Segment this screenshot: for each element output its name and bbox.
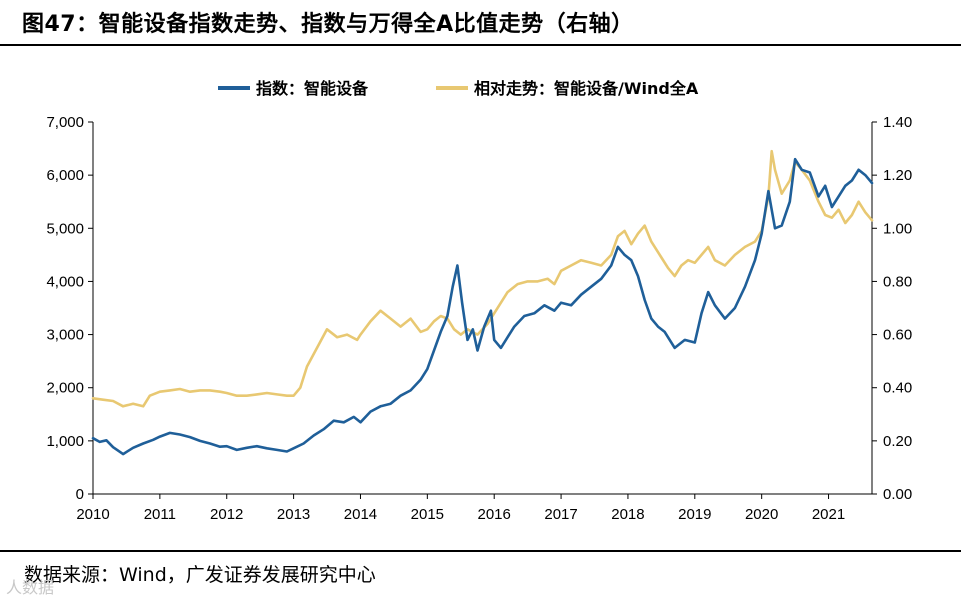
x-tick-label: 2011 [144,506,176,523]
x-tick-label: 2019 [678,506,711,523]
x-tick-label: 2012 [210,506,243,523]
chart-series [91,149,874,456]
chart-svg: 指数：智能设备 相对走势：智能设备/Wind全A 0 1,000 2,000 3,00… [46,79,912,523]
left-tick-label: 2,000 [46,380,84,397]
left-tick-label: 4,000 [46,273,84,290]
x-tick-label: 2010 [76,506,109,523]
x-tick-label: 2016 [478,506,511,523]
left-tick-label: 0 [76,486,84,503]
right-tick-label: 0.60 [883,327,912,344]
right-tick-label: 0.20 [883,433,912,450]
x-tick-label: 2014 [344,506,377,523]
right-tick-label: 0.80 [883,273,912,290]
right-tick-label: 0.00 [883,486,912,503]
chart-axes: 0 1,000 2,000 3,000 4,000 5,000 6,000 7,000 0.00… [46,114,912,523]
x-tick-label: 2017 [544,506,577,523]
x-tick-label: 2013 [277,506,310,523]
title-divider [0,44,961,46]
series-line-index [91,157,874,456]
chart-legend: 指数：智能设备 相对走势：智能设备/Wind全A [218,79,699,98]
source-note: 数据来源：Wind，广发证券发展研究中心 [24,564,376,586]
left-tick-label: 6,000 [46,167,84,184]
left-tick-label: 3,000 [46,327,84,344]
figure-title: 图47：智能设备指数走势、指数与万得全A比值走势（右轴） [22,12,634,37]
watermark-text: 人数据 [6,578,55,597]
footer-divider [0,550,961,552]
x-tick-label: 2018 [611,506,644,523]
right-tick-label: 1.40 [883,114,912,131]
left-tick-label: 5,000 [46,220,84,237]
right-tick-label: 1.20 [883,167,912,184]
legend-label-index: 指数：智能设备 [256,79,369,98]
x-tick-label: 2021 [812,506,845,523]
left-tick-label: 7,000 [46,114,84,131]
legend-label-ratio: 相对走势：智能设备/Wind全A [474,79,699,98]
right-tick-label: 0.40 [883,380,912,397]
right-tick-label: 1.00 [883,220,912,237]
x-tick-label: 2015 [411,506,444,523]
series-line-ratio [91,149,874,408]
left-tick-label: 1,000 [46,433,84,450]
x-tick-label: 2020 [745,506,778,523]
